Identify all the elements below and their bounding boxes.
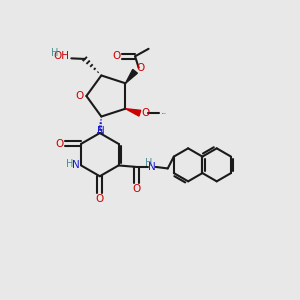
- Text: N: N: [72, 160, 80, 170]
- Text: OH: OH: [54, 51, 70, 61]
- Text: N: N: [98, 126, 105, 136]
- Text: O: O: [55, 139, 63, 149]
- Text: methyl: methyl: [162, 112, 167, 114]
- Text: H: H: [146, 158, 153, 168]
- Text: O: O: [76, 91, 84, 101]
- Polygon shape: [125, 69, 137, 83]
- Text: O: O: [96, 194, 104, 204]
- Text: O: O: [112, 51, 120, 61]
- Text: O: O: [141, 108, 149, 118]
- Text: N: N: [148, 162, 155, 172]
- Text: O: O: [132, 184, 141, 194]
- Text: H: H: [51, 48, 59, 58]
- Polygon shape: [125, 109, 141, 116]
- Text: H: H: [66, 159, 74, 169]
- Text: O: O: [136, 63, 145, 73]
